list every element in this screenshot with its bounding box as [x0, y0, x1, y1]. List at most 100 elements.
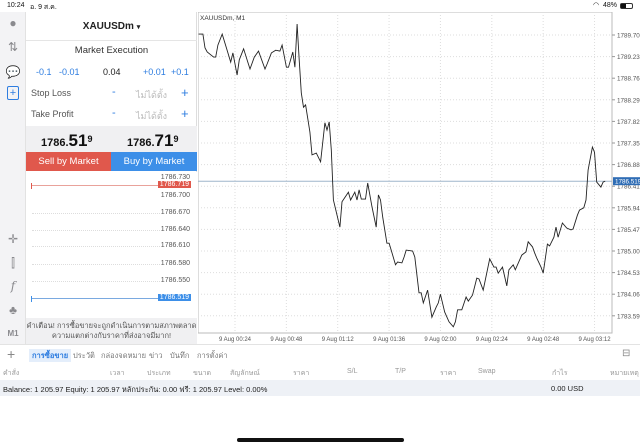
column-header[interactable]: ประเภท — [147, 370, 171, 377]
trade-arrows-icon[interactable]: ⇅ — [7, 40, 19, 54]
volume-dec-small[interactable]: -0.01 — [59, 67, 80, 77]
orders-table-header: คำสั่ง เวลา ประเภท ขนาด สัญลักษณ์ ราคา S… — [0, 364, 640, 380]
tab-journal[interactable]: บันทึก — [170, 351, 190, 360]
tab-history[interactable]: ประวัติ — [73, 351, 95, 360]
symbol-name: XAUUSDm — [82, 21, 134, 32]
status-date: อ. 9 ส.ค. — [30, 4, 57, 11]
objects-icon[interactable]: ♣ — [9, 303, 17, 317]
take-profit-plus[interactable]: + — [181, 106, 189, 121]
price-series-line — [198, 23, 606, 328]
x-tick-label: 9 Aug 00:48 — [270, 337, 303, 343]
column-header[interactable]: หมายเหตุ — [610, 370, 639, 377]
timeframe-m1[interactable]: M1 — [7, 328, 19, 338]
take-profit-minus[interactable]: - — [112, 107, 116, 119]
account-summary-row: Balance: 1 205.97 Equity: 1 205.97 หลักป… — [0, 380, 640, 396]
order-panel: XAUUSDm ▾ Market Execution -0.1 -0.01 0.… — [26, 12, 197, 344]
y-tick-label: 1788.290 — [617, 97, 640, 104]
y-tick-label: 1789.700 — [617, 33, 640, 40]
wifi-icon: ◠ — [593, 2, 600, 9]
tick-label: 1786.610 — [160, 242, 190, 249]
stop-loss-plus[interactable]: + — [181, 85, 189, 100]
y-tick-label: 1785.940 — [617, 205, 640, 212]
chat-icon[interactable]: 💬 — [5, 65, 21, 79]
ask-line — [31, 185, 161, 186]
y-tick-label: 1789.230 — [617, 54, 640, 61]
tab-mailbox[interactable]: กล่องจดหมาย — [101, 351, 147, 360]
chart-title: XAUUSDm, M1 — [200, 15, 246, 22]
tick-label: 1786.550 — [160, 277, 190, 284]
ask-price-tag: 1786.719 — [157, 181, 191, 188]
y-tick-label: 1785.470 — [617, 227, 640, 234]
function-icon[interactable]: f — [10, 279, 16, 293]
bid-price: 1786.519 — [41, 131, 93, 150]
tick-label: 1786.730 — [160, 174, 190, 181]
volume-inc-big[interactable]: +0.1 — [171, 67, 189, 77]
total-profit: 0.00 USD — [551, 384, 584, 393]
new-order-icon[interactable]: + — [7, 86, 19, 100]
column-header[interactable]: T/P — [395, 368, 406, 375]
tab-settings[interactable]: การตั้งค่า — [197, 351, 228, 360]
column-header[interactable]: เวลา — [110, 370, 125, 377]
volume-dec-big[interactable]: -0.1 — [36, 67, 52, 77]
user-icon[interactable]: ● — [9, 16, 17, 30]
bid-line — [31, 298, 161, 299]
column-header[interactable]: ราคา — [293, 370, 310, 377]
tick-label: 1786.580 — [160, 260, 190, 267]
ask-price: 1786.719 — [127, 131, 179, 150]
battery-icon — [620, 3, 633, 9]
y-tick-label: 1787.820 — [617, 119, 640, 126]
bid-price-tag: 1786.519 — [157, 294, 191, 301]
take-profit-input[interactable]: ไม่ได้ตั้ง — [136, 111, 168, 121]
tick-label: 1786.670 — [160, 209, 190, 216]
column-header[interactable]: S/L — [347, 368, 358, 375]
y-tick-label: 1786.880 — [617, 162, 640, 169]
y-tick-label: 1784.530 — [617, 270, 640, 277]
x-tick-label: 9 Aug 00:24 — [219, 337, 252, 343]
y-tick-label: 1785.000 — [617, 249, 640, 256]
y-tick-label: 1788.760 — [617, 76, 640, 83]
chevron-down-icon: ▾ — [136, 24, 141, 31]
y-tick-label: 1784.060 — [617, 292, 640, 299]
take-profit-label: Take Profit — [31, 109, 74, 119]
tab-news[interactable]: ข่าว — [149, 351, 163, 360]
volume-value[interactable]: 0.04 — [103, 67, 121, 77]
y-tick-label: 1786.410 — [617, 184, 640, 191]
crosshair-icon[interactable]: ✛ — [7, 232, 19, 246]
status-time: 10:24 — [7, 2, 25, 9]
layout-toggle-icon[interactable]: ⊟ — [622, 348, 631, 359]
price-band: 1786.519 1786.719 — [26, 126, 197, 152]
volume-inc-small[interactable]: +0.01 — [143, 67, 166, 77]
tick-label: 1786.700 — [160, 192, 190, 199]
indicators-icon[interactable]: ⫿ — [11, 255, 15, 270]
battery-level: 48% — [603, 2, 618, 9]
current-price-label: 1786.519 — [615, 179, 640, 186]
sell-by-market-button[interactable]: Sell by Market — [26, 152, 111, 171]
column-header[interactable]: ขนาด — [193, 370, 212, 377]
tab-trade[interactable]: การซื้อขาย — [29, 349, 72, 362]
y-tick-label: 1783.590 — [617, 313, 640, 320]
stop-loss-input[interactable]: ไม่ได้ตั้ง — [136, 90, 168, 100]
column-header[interactable]: ราคา — [440, 370, 457, 377]
column-header[interactable]: คำสั่ง — [3, 370, 20, 377]
balance-text: Balance: 1 205.97 Equity: 1 205.97 หลักป… — [3, 385, 268, 394]
column-header[interactable]: สัญลักษณ์ — [230, 370, 260, 377]
tick-label: 1786.640 — [160, 226, 190, 233]
x-tick-label: 9 Aug 01:12 — [322, 337, 355, 343]
terminal-tabs: + การซื้อขาย ประวัติ กล่องจดหมาย ข่าว บั… — [0, 344, 640, 364]
add-icon[interactable]: + — [7, 346, 16, 362]
buy-by-market-button[interactable]: Buy by Market — [111, 152, 197, 171]
x-tick-label: 9 Aug 01:36 — [373, 337, 406, 343]
stop-loss-minus[interactable]: - — [112, 86, 116, 98]
column-header[interactable]: Swap — [478, 368, 496, 375]
market-warning: คำเตือน! การซื้อขายจะถูกดำเนินการตามสภาพ… — [26, 318, 197, 344]
y-tick-label: 1787.350 — [617, 141, 640, 148]
column-header[interactable]: กำไร — [552, 370, 568, 377]
left-toolbar: ● ⇅ 💬 + ✛ ⫿ f ♣ M1 — [0, 12, 26, 344]
status-bar: 10:24 อ. 9 ส.ค. ◠ 48% — [0, 0, 640, 12]
stop-loss-label: Stop Loss — [31, 88, 72, 98]
execution-type[interactable]: Market Execution — [74, 45, 149, 56]
home-indicator — [237, 438, 404, 442]
price-chart[interactable]: XAUUSDm, M1 1789.700 1789.230 1788.760 1788… — [198, 12, 640, 348]
tick-chart: 1786.730 1786.700 1786.670 1786.640 1786… — [26, 172, 197, 318]
symbol-selector[interactable]: XAUUSDm ▾ — [26, 21, 197, 32]
